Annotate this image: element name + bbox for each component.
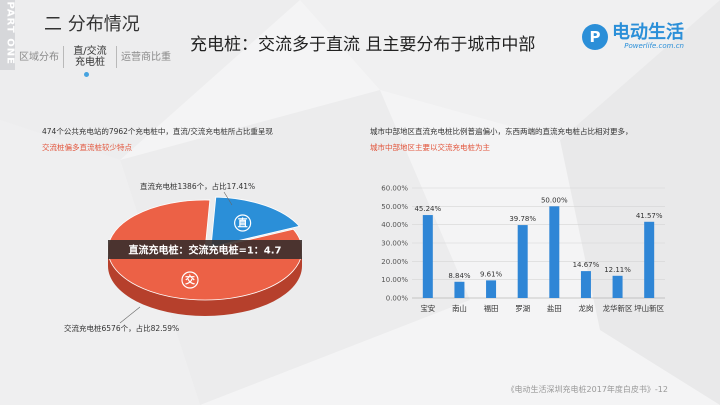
right-description: 城市中部地区直流充电桩比例普遍偏小，东西两端的直流充电桩占比相对更多， 城市中部… [370, 124, 633, 156]
bar-value-label: 14.67% [573, 261, 600, 269]
bar-5 [580, 271, 591, 298]
tab-divider [116, 46, 117, 68]
bar-6 [612, 275, 623, 298]
tab-operator[interactable]: 运营商比重 [121, 51, 171, 63]
bar-7 [644, 221, 655, 298]
bar-4 [549, 206, 560, 298]
bar-value-label: 45.24% [414, 205, 441, 213]
x-tick-label: 坪山新区 [634, 303, 664, 313]
section-title: 二 分布情况 [44, 14, 140, 35]
brand-logo: P 电动生活 Powerlife.com.cn [582, 24, 684, 50]
bar-value-label: 8.84% [448, 272, 471, 280]
x-tick-label: 盐田 [547, 303, 562, 313]
left-description: 474个公共充电站的7962个充电桩中，直流/交流充电桩所占比重呈现 交流桩偏多… [42, 124, 273, 156]
bar-value-label: 41.57% [636, 212, 663, 220]
pie-side [108, 250, 302, 316]
x-tick-label: 福田 [484, 304, 499, 313]
bar-value-label: 39.78% [509, 215, 536, 223]
y-tick-label: 60.00% [381, 185, 408, 193]
logo-name: 电动生活 [612, 22, 684, 43]
pie-callout-line-dc [223, 191, 233, 206]
tab-dc-ac-line2: 充电桩 [75, 57, 105, 68]
right-description-highlight: 城市中部地区主要以交流充电桩为主 [370, 143, 490, 152]
y-tick-label: 30.00% [381, 240, 408, 248]
pie-badge-1: 交 [185, 274, 195, 287]
bar-2 [486, 280, 497, 298]
pie-badge-ring-0 [234, 214, 252, 232]
pie-callout-ac: 交流充电桩6576个，占比82.59% [64, 323, 179, 333]
section-tabs: 区域分布 直/交流 充电桩 运营商比重 [15, 46, 175, 68]
y-tick-label: 50.00% [381, 203, 408, 211]
tab-region[interactable]: 区域分布 [19, 51, 59, 63]
pie-callout-dc: 直流充电桩1386个，占比17.41% [140, 181, 255, 191]
tab-dc-ac[interactable]: 直/交流 充电桩 [64, 46, 116, 68]
pie-side-wall [108, 250, 302, 316]
right-description-text: 城市中部地区直流充电桩比例普遍偏小，东西两端的直流充电桩占比相对更多， [370, 127, 633, 136]
bar-text: 0.00% 10.00% 20.00% 30.00% 40.00% 50.00% 60.00… [381, 185, 664, 314]
y-tick-label: 40.00% [381, 221, 408, 229]
bar-value-label: 9.61% [480, 270, 503, 278]
y-tick-label: 20.00% [381, 258, 408, 266]
pie-slice-0 [210, 196, 301, 248]
logo-url: Powerlife.com.cn [624, 42, 684, 50]
x-tick-label: 罗湖 [515, 304, 530, 313]
active-tab-indicator [84, 72, 89, 77]
pie-badge-ring-1 [181, 271, 199, 289]
pie-badge-0: 直 [238, 217, 248, 230]
bar-0 [422, 215, 433, 298]
logo-icon: P [582, 24, 608, 50]
x-tick-label: 龙华新区 [603, 303, 633, 313]
bar-3 [517, 225, 528, 298]
x-tick-label: 宝安 [420, 303, 435, 313]
pie-labels: 直流充电桩：交流充电桩=1：4.7 直流充电桩1386个，占比17.41% 交流充电… [64, 181, 302, 333]
page-title: 充电桩：交流多于直流 且主要分布于城市中部 [190, 35, 536, 55]
bar-grid [412, 187, 665, 299]
tab-divider [63, 46, 64, 68]
bar-bars [422, 206, 655, 298]
bar-value-label: 50.00% [541, 196, 568, 204]
ratio-label: 直流充电桩：交流充电桩=1：4.7 [128, 244, 281, 257]
ratio-band [108, 240, 302, 259]
x-tick-label: 龙岗 [578, 303, 593, 313]
y-tick-label: 10.00% [381, 276, 408, 284]
x-tick-label: 南山 [452, 303, 467, 313]
footer-source: 《电动生活深圳充电桩2017年度白皮书》-12 [506, 385, 668, 394]
left-description-highlight: 交流桩偏多直流桩较少特点 [42, 143, 132, 152]
y-tick-label: 0.00% [386, 295, 409, 303]
tab-dc-ac-line1: 直/交流 [73, 46, 107, 57]
bar-1 [454, 281, 465, 298]
bar-value-label: 12.11% [604, 266, 631, 274]
left-description-text: 474个公共充电站的7962个充电桩中，直流/交流充电桩所占比重呈现 [42, 127, 273, 136]
side-strip [0, 0, 15, 70]
pie-callout-line-ac [119, 306, 141, 324]
